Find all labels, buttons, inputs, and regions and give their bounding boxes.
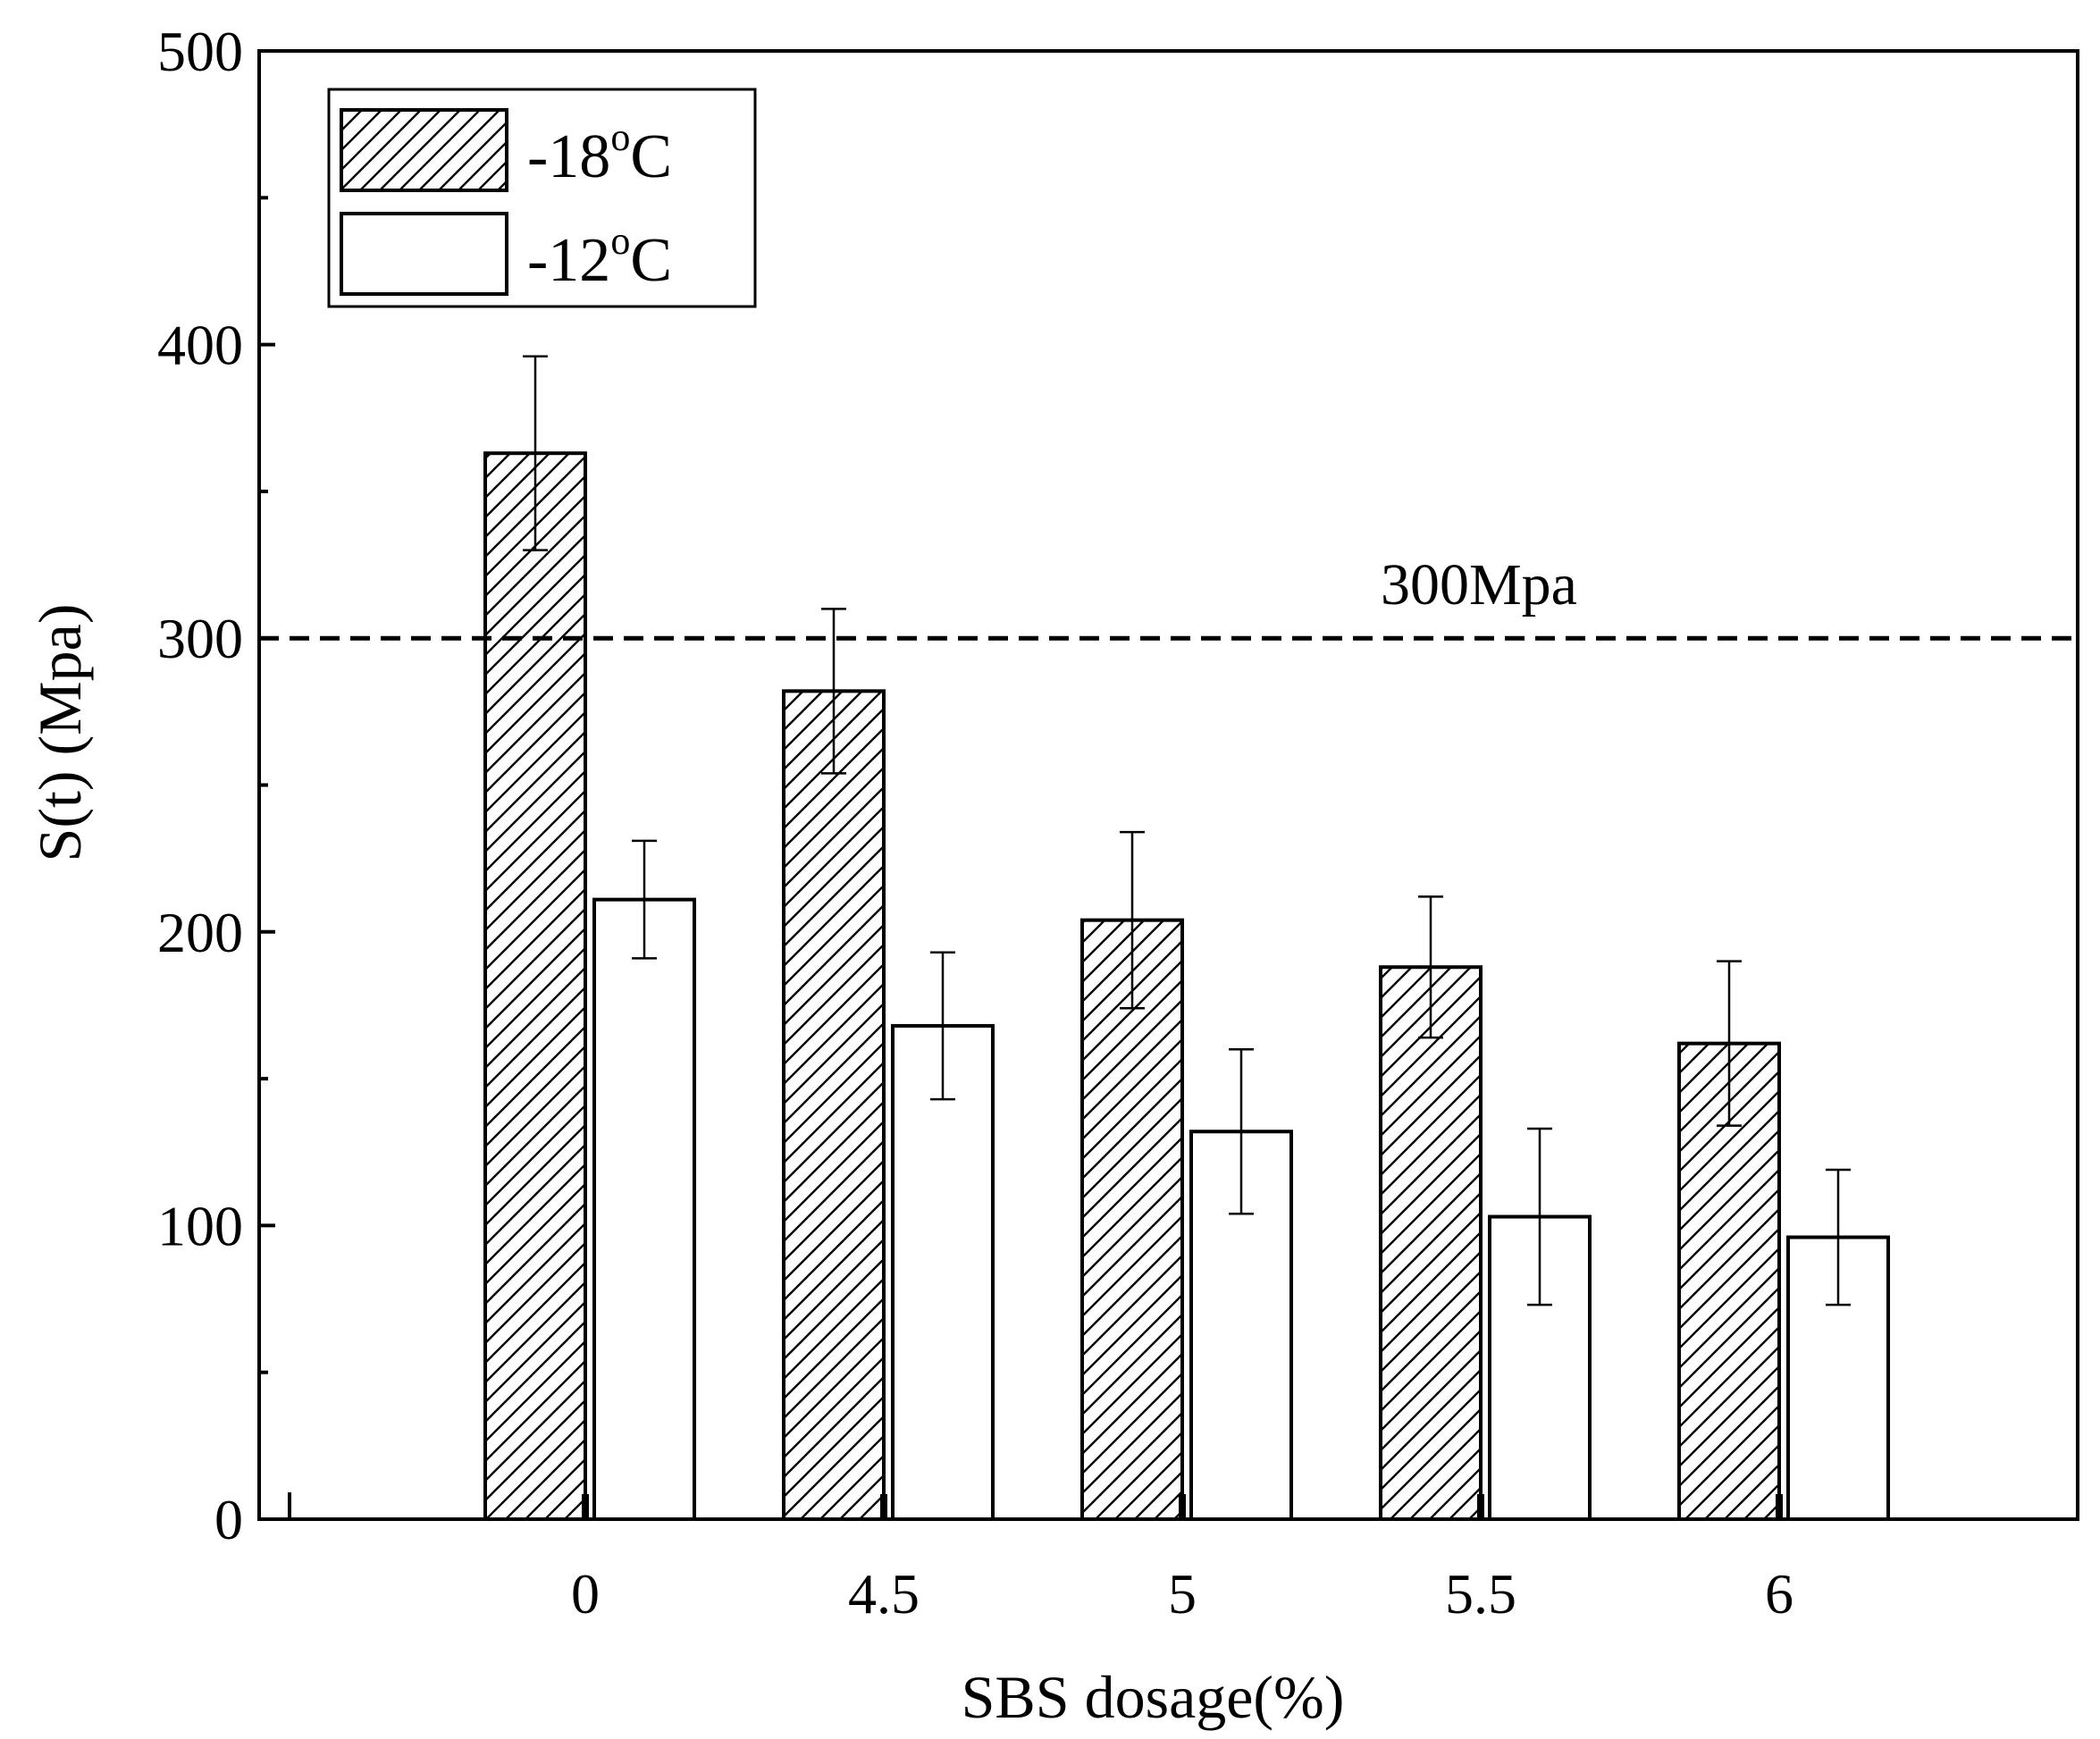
x-tick-label: 0 [571, 1562, 600, 1626]
legend-label-minus-12: -12oC [527, 219, 672, 295]
y-tick-label: 0 [214, 1488, 243, 1551]
y-tick-label: 100 [157, 1194, 243, 1257]
x-tick-label: 6 [1765, 1562, 1793, 1626]
bar-minus-18 [483, 451, 587, 1521]
bar-minus-18 [1080, 918, 1184, 1521]
reference-line-layer: 300Mpa [259, 552, 2078, 641]
y-tick-label: 400 [157, 314, 243, 377]
bars-layer [483, 451, 1890, 1522]
legend-label-minus-18: -18oC [527, 115, 672, 191]
x-axis-title: SBS dosage(%) [962, 1663, 1345, 1731]
bar-minus-12 [592, 897, 696, 1521]
y-axis-ticks: 0 100 200 300 400 500 [157, 20, 275, 1551]
y-tick-label: 500 [157, 20, 243, 83]
y-tick-label: 200 [157, 901, 243, 964]
legend-swatch-white [340, 212, 508, 296]
x-axis-ticks: 0 4.5 5 5.5 6 [288, 1492, 1793, 1626]
error-bars-layer [523, 355, 1851, 1306]
legend-swatch-hatched [340, 108, 508, 192]
bar-minus-18 [1677, 1041, 1781, 1521]
bar-minus-18 [782, 689, 886, 1521]
bar-minus-12 [891, 1023, 995, 1521]
bar-minus-18 [1379, 965, 1483, 1522]
reference-line-label: 300Mpa [1381, 552, 1577, 617]
x-tick-label: 4.5 [848, 1562, 920, 1626]
legend: -18oC -12oC [327, 88, 757, 308]
y-axis-title: S(t) (Mpa) [26, 604, 94, 862]
x-tick-label: 5 [1168, 1562, 1197, 1626]
x-tick-label: 5.5 [1445, 1562, 1516, 1626]
y-tick-label: 300 [157, 607, 243, 670]
